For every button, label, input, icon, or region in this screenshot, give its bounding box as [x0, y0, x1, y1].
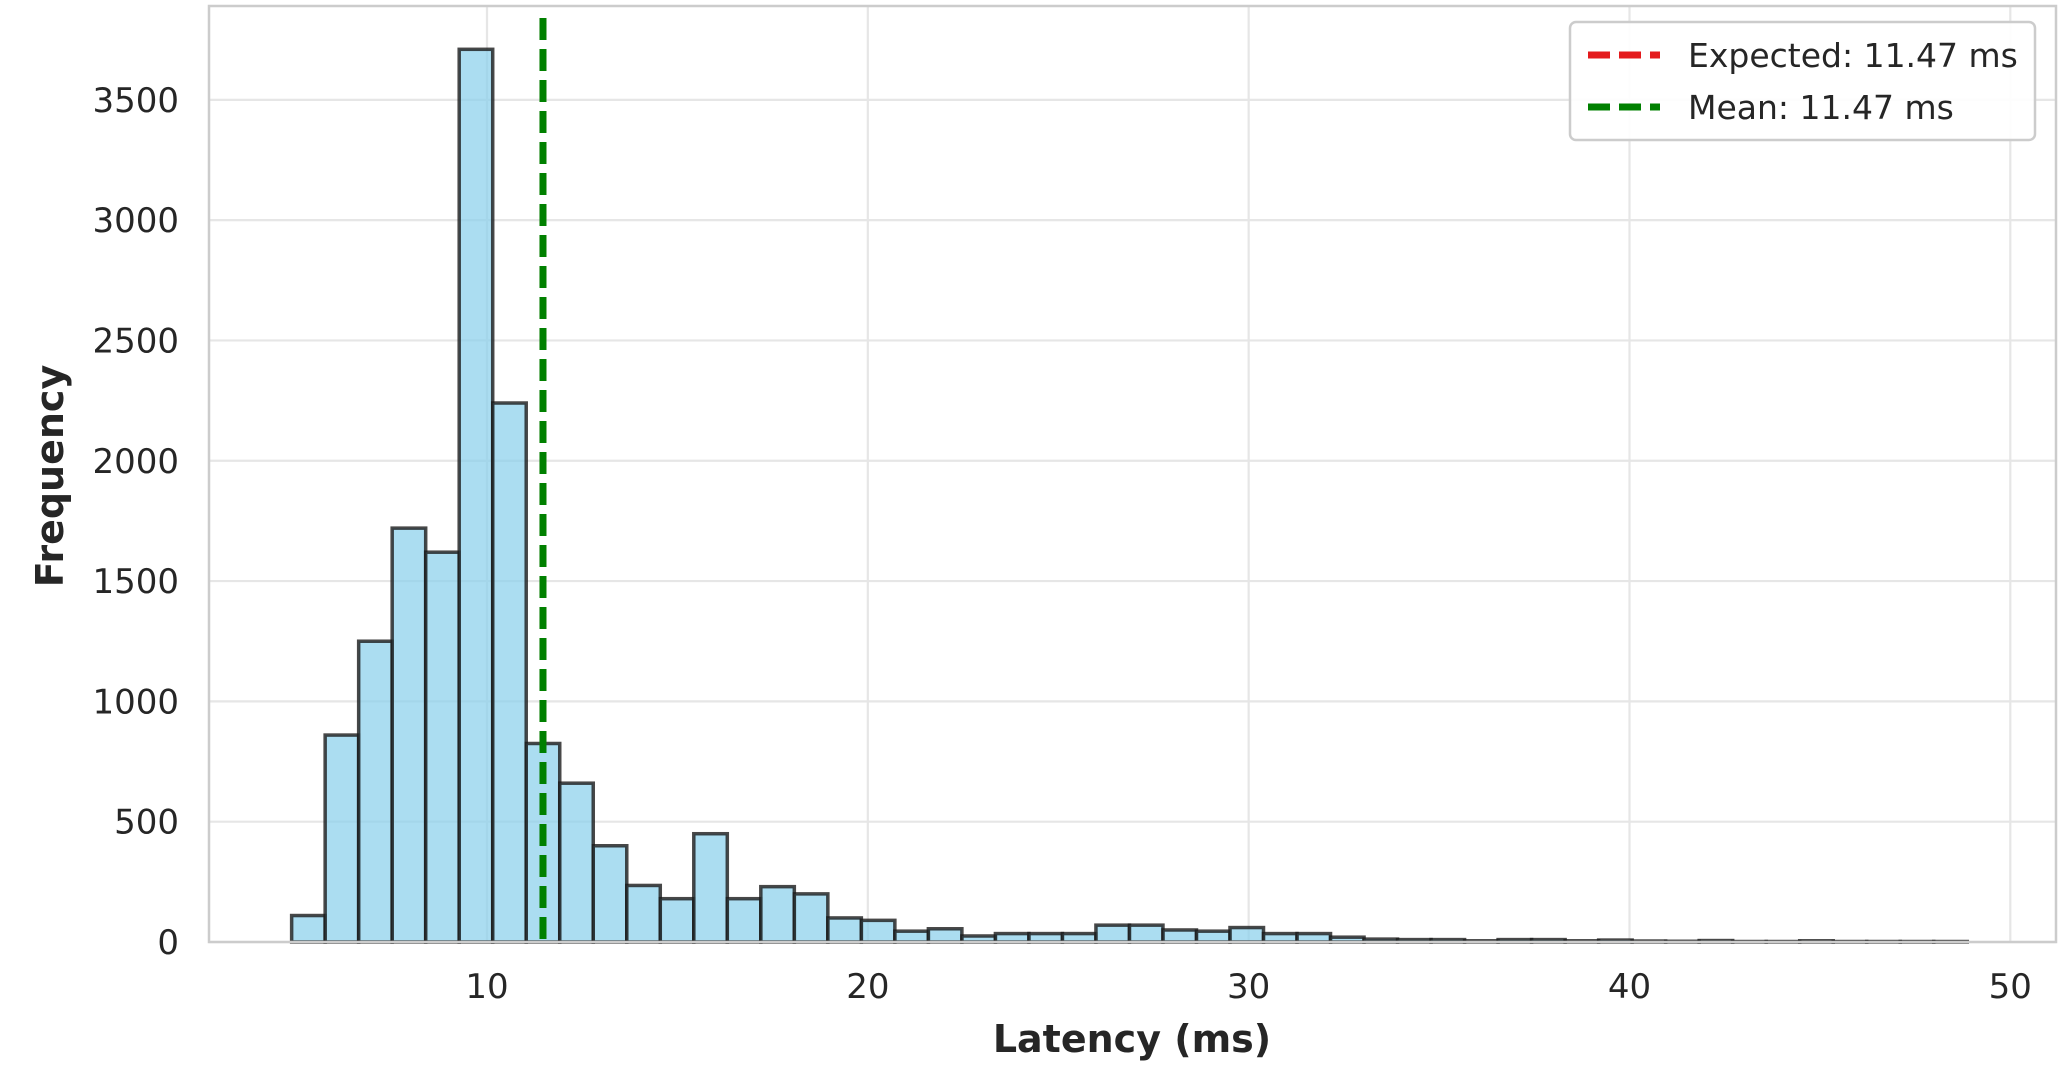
- legend-mean-label: Mean: 11.47 ms: [1688, 88, 1954, 127]
- y-tick-label: 3500: [92, 81, 179, 121]
- plot-frame: [207, 4, 2058, 944]
- histogram-bar: [289, 913, 327, 944]
- histogram-bar: [1094, 923, 1132, 944]
- histogram-bar: [759, 884, 797, 944]
- histogram-bar: [557, 781, 596, 944]
- histogram-bar: [1127, 923, 1165, 944]
- histogram-bar: [893, 929, 931, 944]
- histogram-bar: [1060, 931, 1098, 944]
- histogram-bar: [591, 844, 629, 944]
- x-tick-label: 50: [1989, 967, 2032, 1007]
- y-tick-label: 2000: [92, 442, 179, 482]
- histogram-bar: [993, 931, 1031, 944]
- histogram-bar: [457, 47, 495, 944]
- x-tick-label: 20: [846, 967, 889, 1007]
- legend-box: [1568, 20, 2037, 142]
- y-tick-label: 2500: [92, 321, 179, 361]
- histogram-bar: [490, 401, 528, 944]
- histogram-bar: [859, 918, 897, 944]
- histogram-bar: [1027, 931, 1065, 944]
- y-tick-label: 1000: [92, 682, 179, 722]
- x-tick-label: 40: [1608, 967, 1651, 1007]
- y-tick-label: 3000: [92, 201, 179, 241]
- histogram-bar: [625, 883, 663, 944]
- y-tick-labels: 0 500 1000 1500 2000 2500 3000 3500: [92, 81, 179, 963]
- histogram-bar: [1194, 929, 1232, 944]
- histogram-bar: [826, 916, 864, 944]
- histogram-bar: [658, 896, 696, 944]
- histogram-bar: [725, 896, 763, 944]
- x-tick-label: 30: [1227, 967, 1270, 1007]
- y-tick-label: 1500: [92, 562, 179, 602]
- histogram-bar: [1228, 925, 1266, 944]
- histogram-bar: [356, 639, 394, 944]
- histogram-bar: [926, 927, 964, 944]
- y-axis-label: Frequency: [28, 365, 72, 588]
- histogram-bar: [792, 892, 830, 944]
- histogram-bar: [423, 550, 461, 944]
- x-tick-labels: 10 20 30 40 50: [465, 967, 2032, 1007]
- histogram-bar: [1161, 928, 1199, 944]
- legend-expected-label: Expected: 11.47 ms: [1688, 36, 2018, 75]
- y-tick-label: 500: [114, 803, 179, 843]
- histogram-bar: [692, 831, 730, 944]
- y-tick-label: 0: [157, 923, 179, 963]
- histogram-bar: [1295, 931, 1333, 944]
- histogram-bar: [390, 526, 428, 944]
- histogram-bar: [323, 733, 361, 944]
- histogram-bar: [1261, 931, 1299, 944]
- legend: Expected: 11.47 ms Mean: 11.47 ms: [1568, 20, 2037, 142]
- x-tick-label: 10: [465, 967, 508, 1007]
- x-axis-label: Latency (ms): [993, 1017, 1271, 1061]
